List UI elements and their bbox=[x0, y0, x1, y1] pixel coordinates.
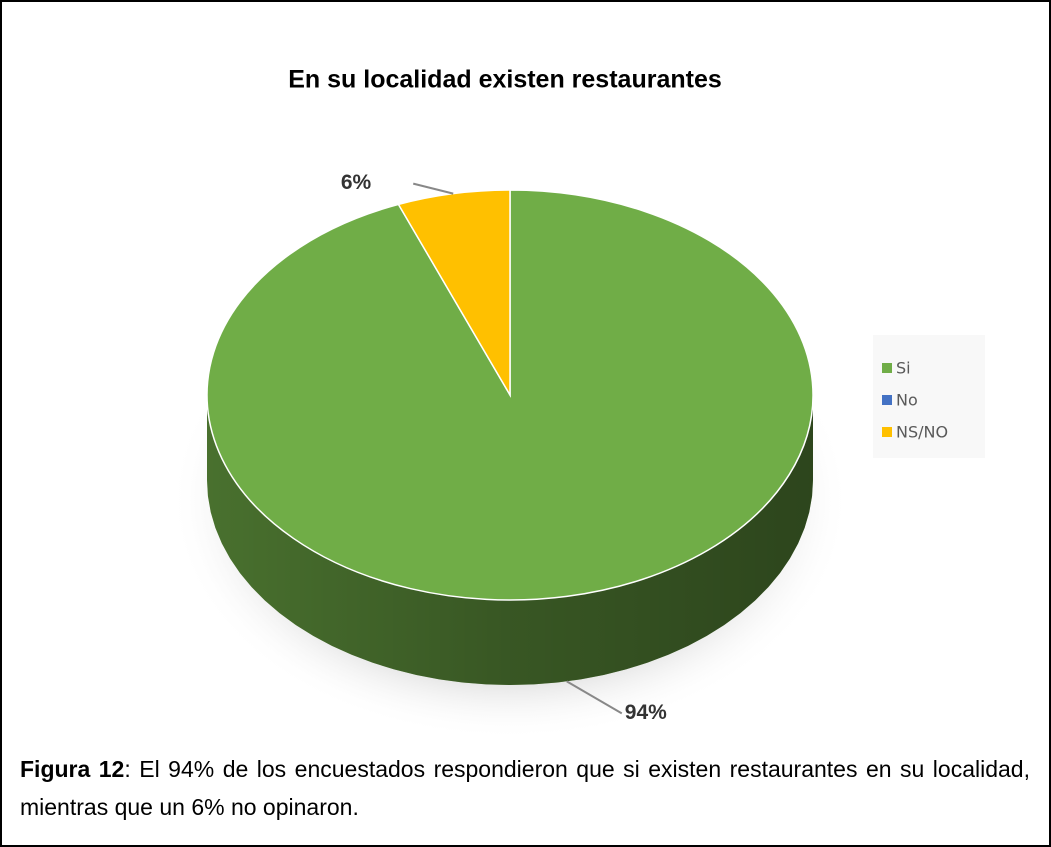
data-label: 94% bbox=[625, 701, 667, 724]
chart-title: En su localidad existen restaurantes bbox=[288, 66, 722, 94]
legend-label: NS/NO bbox=[896, 423, 948, 442]
legend-swatch bbox=[882, 395, 892, 405]
caption-text: : El 94% de los encuestados respondieron… bbox=[20, 756, 1030, 820]
legend-swatch bbox=[882, 427, 892, 437]
leader-line bbox=[412, 182, 454, 195]
leader-line bbox=[566, 680, 623, 715]
legend-label: No bbox=[896, 391, 918, 410]
caption-label: Figura 12 bbox=[20, 756, 125, 782]
chart: En su localidad existen restaurantes 94%… bbox=[170, 65, 949, 740]
caption: Figura 12: El 94% de los encuestados res… bbox=[20, 750, 1030, 826]
legend-label: Si bbox=[896, 359, 911, 378]
data-label: 6% bbox=[341, 171, 372, 194]
pie-side-shade bbox=[207, 395, 813, 685]
legend-swatch bbox=[882, 363, 892, 373]
